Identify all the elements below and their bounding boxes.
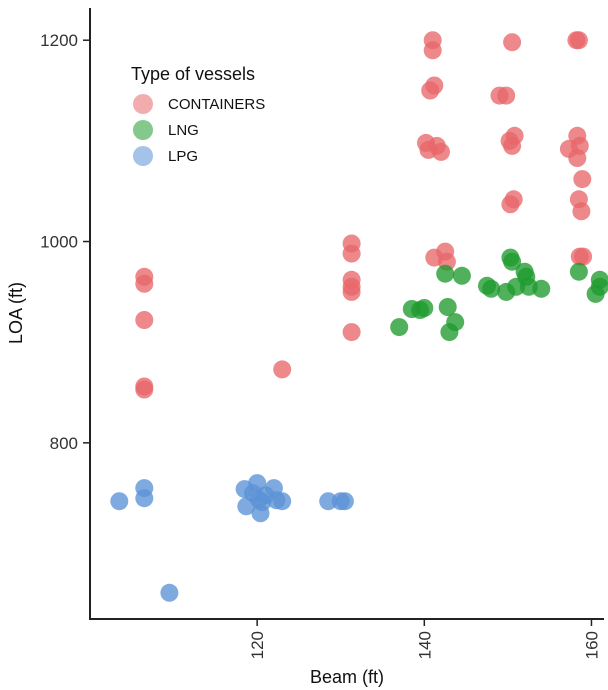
legend: Type of vessels CONTAINERS LNG LPG — [131, 64, 265, 166]
data-point — [160, 583, 179, 602]
axis-ticks: 800 1000 1200 120 140 160 — [40, 31, 601, 659]
data-point — [574, 247, 593, 266]
data-point — [273, 492, 292, 511]
data-point — [135, 380, 154, 399]
data-point — [342, 244, 361, 263]
data-point — [432, 142, 450, 161]
data-point — [390, 318, 409, 337]
legend-label-containers: CONTAINERS — [168, 96, 265, 113]
data-point — [135, 274, 154, 293]
legend-label-lng: LNG — [168, 122, 199, 139]
data-point — [446, 313, 465, 332]
y-tick-label: 800 — [50, 434, 78, 453]
data-point — [135, 489, 154, 508]
data-point — [425, 76, 444, 95]
data-point — [335, 492, 354, 511]
legend-key-lpg — [133, 146, 153, 166]
y-tick-label: 1200 — [40, 31, 78, 50]
data-point — [342, 323, 361, 342]
legend-key-lng — [133, 120, 153, 140]
series-containers — [135, 31, 593, 399]
y-tick-label: 1000 — [40, 233, 78, 252]
data-point — [503, 252, 522, 271]
data-point — [273, 360, 292, 379]
data-point — [505, 126, 524, 145]
plot-marks — [110, 31, 608, 602]
data-point — [503, 33, 522, 52]
legend-title: Type of vessels — [131, 64, 255, 84]
data-point — [569, 31, 588, 50]
series-lng — [390, 248, 608, 342]
data-point — [438, 298, 457, 316]
data-point — [452, 266, 471, 285]
x-tick-label: 120 — [248, 631, 267, 659]
data-point — [135, 311, 154, 329]
data-point — [482, 279, 501, 298]
data-point — [415, 299, 434, 317]
data-point — [504, 190, 523, 209]
x-tick-label: 140 — [415, 631, 434, 659]
data-point — [423, 41, 442, 60]
series-lpg — [110, 474, 354, 602]
x-tick-label: 160 — [582, 631, 601, 659]
data-point — [568, 149, 587, 167]
y-axis-title: LOA (ft) — [6, 282, 26, 344]
data-point — [532, 279, 551, 298]
data-point — [436, 264, 455, 283]
data-point — [110, 492, 129, 511]
data-point — [497, 86, 516, 105]
legend-label-lpg: LPG — [168, 148, 198, 165]
legend-key-containers — [133, 94, 153, 114]
data-point — [319, 492, 338, 511]
x-axis-title: Beam (ft) — [310, 667, 384, 687]
data-point — [590, 270, 608, 289]
data-point — [342, 282, 361, 301]
data-point — [573, 170, 592, 189]
data-point — [572, 202, 591, 221]
data-point — [569, 262, 588, 281]
